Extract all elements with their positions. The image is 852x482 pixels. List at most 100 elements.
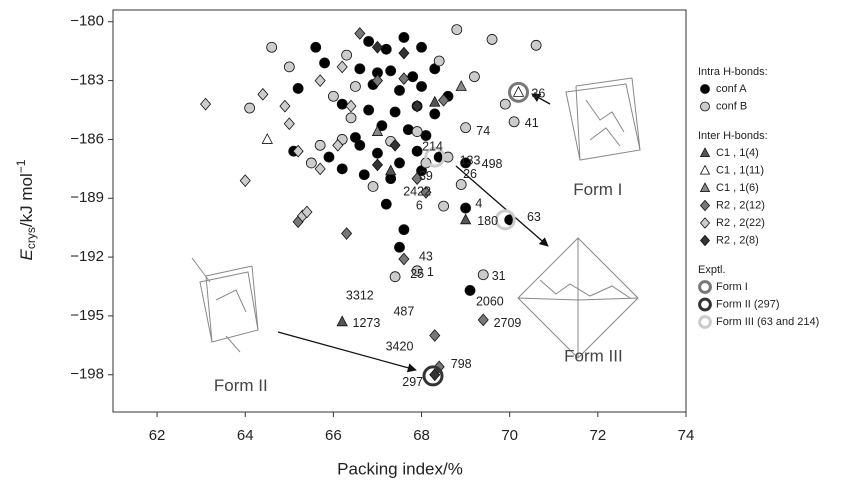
point — [509, 117, 519, 127]
point — [399, 47, 409, 59]
legend-marker — [701, 148, 710, 157]
y-label-subscript: crys — [24, 227, 38, 249]
point — [355, 28, 365, 40]
crystal-form-iii — [518, 238, 638, 358]
point-label: 297 — [402, 375, 423, 389]
crystal-form-ii — [192, 258, 258, 352]
point — [311, 42, 321, 52]
y-tick-label: −195 — [70, 307, 104, 324]
point-label: 798 — [451, 357, 472, 371]
point-label: 2709 — [494, 316, 522, 330]
point — [395, 85, 405, 95]
point-label: 1 — [427, 265, 434, 279]
crystal-illustrations — [192, 78, 640, 358]
point — [452, 25, 462, 35]
point — [408, 72, 418, 82]
legend-marker — [701, 183, 710, 192]
legend-marker — [700, 317, 711, 328]
point — [258, 89, 268, 101]
legend-label: Form III (63 and 214) — [716, 316, 819, 328]
point-label: 498 — [482, 157, 503, 171]
form-label: Form II — [214, 376, 268, 395]
x-axis-label: Packing index/% — [337, 459, 463, 478]
point — [478, 270, 488, 280]
point-label: 3420 — [386, 340, 414, 354]
legend-marker — [700, 282, 711, 293]
y-tick-label: −198 — [70, 366, 104, 383]
point — [417, 42, 427, 52]
legend-marker — [701, 102, 710, 111]
point — [293, 83, 303, 93]
legend-label: R2 , 2(8) — [716, 234, 759, 246]
y-tick-label: −189 — [70, 189, 104, 206]
legend-marker — [701, 218, 710, 228]
point-label: 39 — [419, 169, 433, 183]
point — [342, 228, 352, 240]
point-label: 487 — [393, 304, 414, 318]
legend-label: R2 , 2(22) — [716, 217, 765, 229]
point-label: 31 — [492, 269, 506, 283]
point — [487, 34, 497, 44]
point — [342, 50, 352, 60]
point — [386, 165, 396, 175]
y-tick-label: −186 — [70, 130, 104, 147]
x-tick-label: 62 — [149, 427, 166, 444]
point — [284, 62, 294, 72]
y-tick-label: −192 — [70, 248, 104, 265]
y-tick-label: −183 — [70, 72, 104, 89]
point — [381, 199, 391, 209]
point — [201, 98, 211, 110]
point-label: 63 — [527, 210, 541, 224]
point — [439, 201, 449, 211]
point-label: 26 — [463, 167, 477, 181]
point — [395, 242, 405, 252]
point-label: 25 — [410, 267, 424, 281]
point — [399, 253, 409, 265]
point — [337, 164, 347, 174]
point — [390, 272, 400, 282]
point — [328, 91, 338, 101]
point — [355, 64, 365, 74]
point — [514, 87, 524, 97]
point — [399, 32, 409, 42]
point-label: 74 — [476, 124, 490, 138]
point — [381, 44, 391, 54]
y-label-superscript: −1 — [14, 159, 28, 173]
point — [412, 127, 422, 137]
point — [461, 203, 471, 213]
point — [346, 113, 356, 123]
point — [280, 100, 290, 112]
point — [306, 158, 316, 168]
legend-label: C1 , 1(4) — [716, 147, 759, 159]
point — [465, 285, 475, 295]
legend-label: conf B — [716, 100, 747, 112]
chart: Intra H-bonds:conf Aconf BInter H-bonds:… — [0, 0, 852, 482]
point — [430, 330, 440, 342]
point — [372, 42, 382, 54]
point — [478, 314, 488, 326]
point — [324, 152, 334, 162]
point — [355, 140, 365, 150]
x-tick-label: 70 — [501, 427, 518, 444]
point — [315, 75, 325, 87]
x-tick-label: 66 — [325, 427, 342, 444]
legend-marker — [701, 235, 710, 245]
point — [359, 170, 369, 180]
point — [337, 61, 347, 73]
x-tick-label: 72 — [590, 427, 607, 444]
point — [337, 316, 347, 326]
x-tick-label: 68 — [413, 427, 430, 444]
legend-group-title: Inter H-bonds: — [698, 130, 768, 142]
point — [469, 72, 479, 82]
form-label: Form III — [564, 347, 623, 366]
point — [430, 97, 440, 107]
legend-label: Form I — [716, 281, 748, 293]
legend-marker — [700, 299, 711, 310]
point-label: 214 — [422, 140, 443, 154]
point-label: 2060 — [476, 294, 504, 308]
legend-label: R2 , 2(12) — [716, 199, 765, 211]
y-axis-label: Ecrys/kJ mol−1 — [14, 159, 38, 260]
point — [284, 118, 294, 130]
point-label: 133 — [460, 153, 481, 167]
